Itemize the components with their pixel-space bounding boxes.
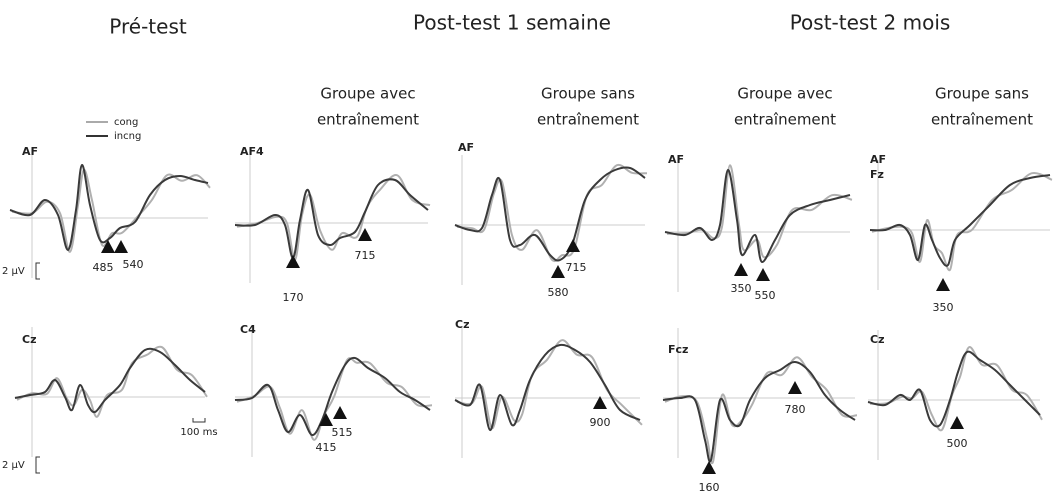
waveform-incng — [664, 168, 851, 263]
group-label: Groupe sans — [541, 85, 635, 103]
electrode-label: AF — [458, 141, 474, 154]
group-label: entraînement — [317, 111, 419, 129]
waveform-cong — [11, 168, 211, 253]
electrode-label: C4 — [240, 323, 256, 336]
latency-marker — [358, 228, 372, 241]
group-label: entraînement — [537, 111, 639, 129]
latency-marker — [319, 413, 333, 426]
latency-label: 350 — [933, 301, 954, 314]
latency-marker — [788, 381, 802, 394]
waveform-cong — [456, 339, 643, 430]
scale-label: 100 ms — [180, 427, 217, 438]
scale-bar — [35, 262, 40, 280]
electrode-label: Fcz — [668, 343, 688, 356]
electrode-label: Cz — [455, 318, 469, 331]
latency-marker — [756, 268, 770, 281]
latency-label: 540 — [123, 258, 144, 271]
latency-label: 780 — [785, 403, 806, 416]
latency-label: 550 — [755, 289, 776, 302]
waveform-incng — [14, 347, 206, 414]
latency-marker — [333, 406, 347, 419]
waveform-cong — [871, 171, 1053, 272]
waveform-incng — [9, 163, 209, 252]
electrode-label: AF — [870, 153, 886, 166]
latency-marker — [936, 278, 950, 291]
scale-bar — [35, 456, 40, 474]
group-label: entraînement — [931, 111, 1033, 129]
waveform-incng — [234, 178, 429, 260]
scale-bar — [192, 418, 206, 423]
heading: Post-test 2 mois — [790, 11, 951, 35]
latency-marker — [551, 265, 565, 278]
waveform-incng — [867, 350, 1041, 428]
electrode-label: AF4 — [240, 145, 264, 158]
latency-label: 580 — [548, 286, 569, 299]
heading: Post-test 1 semaine — [413, 11, 611, 35]
group-label: Groupe avec — [320, 85, 415, 103]
legend-label: cong — [114, 117, 138, 128]
waveform-incng — [662, 361, 856, 463]
electrode-label: Cz — [22, 333, 36, 346]
latency-label: 170 — [283, 291, 304, 304]
latency-label: 500 — [947, 437, 968, 450]
latency-label: 350 — [731, 282, 752, 295]
electrode-label: Cz — [870, 333, 884, 346]
latency-label: 900 — [590, 416, 611, 429]
latency-label: 515 — [332, 426, 353, 439]
waveform-incng — [869, 174, 1051, 267]
latency-marker — [950, 416, 964, 429]
waveform-cong — [664, 356, 858, 465]
waveform-incng — [454, 166, 646, 262]
electrode-label: Fz — [870, 168, 884, 181]
electrode-label: AF — [22, 145, 38, 158]
heading: Pré-test — [109, 15, 187, 39]
waveform-cong — [236, 174, 431, 261]
latency-label: 715 — [355, 249, 376, 262]
legend-label: incng — [114, 131, 141, 142]
latency-label: 415 — [316, 441, 337, 454]
latency-marker — [114, 240, 128, 253]
waveform-incng — [234, 356, 431, 436]
scale-label: 2 µV — [2, 460, 25, 471]
waveform-cong — [16, 345, 208, 418]
waveform-cong — [236, 357, 433, 441]
waveform-cong — [456, 163, 648, 263]
waveform-cong — [666, 164, 853, 259]
group-label: Groupe avec — [737, 85, 832, 103]
latency-marker — [734, 263, 748, 276]
latency-label: 715 — [566, 261, 587, 274]
latency-marker — [702, 461, 716, 474]
latency-marker — [286, 255, 300, 268]
latency-label: 160 — [699, 481, 720, 494]
latency-marker — [101, 240, 115, 253]
latency-label: 485 — [93, 261, 114, 274]
scale-label: 2 µV — [2, 266, 25, 277]
group-label: entraînement — [734, 111, 836, 129]
latency-marker — [593, 396, 607, 409]
electrode-label: AF — [668, 153, 684, 166]
latency-marker — [566, 239, 580, 252]
waveform-incng — [454, 343, 641, 432]
group-label: Groupe sans — [935, 85, 1029, 103]
